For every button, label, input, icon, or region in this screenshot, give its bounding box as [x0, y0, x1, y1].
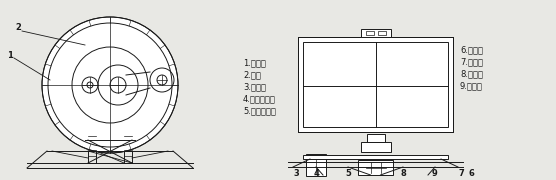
- Text: 3.电动机: 3.电动机: [243, 82, 266, 91]
- Text: 2.叶轮: 2.叶轮: [243, 71, 261, 80]
- Bar: [366, 134, 385, 142]
- Circle shape: [42, 17, 178, 153]
- Text: 5.减速机带轮: 5.减速机带轮: [243, 107, 276, 116]
- Text: 9.轴承座: 9.轴承座: [460, 82, 483, 91]
- Bar: [303, 155, 448, 159]
- Bar: [365, 31, 374, 35]
- Bar: [298, 37, 453, 132]
- Text: 4: 4: [313, 168, 319, 177]
- Text: 4.电机皮带轮: 4.电机皮带轮: [243, 94, 276, 103]
- Bar: [360, 142, 390, 152]
- Text: 8: 8: [400, 168, 406, 177]
- Text: 1.清洁槽: 1.清洁槽: [243, 58, 266, 68]
- Text: 6.减速机: 6.减速机: [460, 46, 483, 55]
- Bar: [378, 31, 385, 35]
- Text: 1: 1: [7, 51, 13, 60]
- Bar: [298, 37, 453, 132]
- Text: 3: 3: [293, 168, 299, 177]
- Text: 7.小齿轮: 7.小齿轮: [460, 57, 483, 66]
- Text: 2: 2: [15, 24, 21, 33]
- Text: 6: 6: [468, 168, 474, 177]
- Bar: [306, 154, 326, 176]
- Text: 5: 5: [345, 168, 351, 177]
- Bar: [358, 160, 393, 175]
- Bar: [303, 42, 448, 127]
- Text: 9: 9: [432, 168, 438, 177]
- Text: 8.大齿轮: 8.大齿轮: [460, 69, 483, 78]
- Bar: [360, 29, 390, 37]
- Text: 7: 7: [458, 168, 464, 177]
